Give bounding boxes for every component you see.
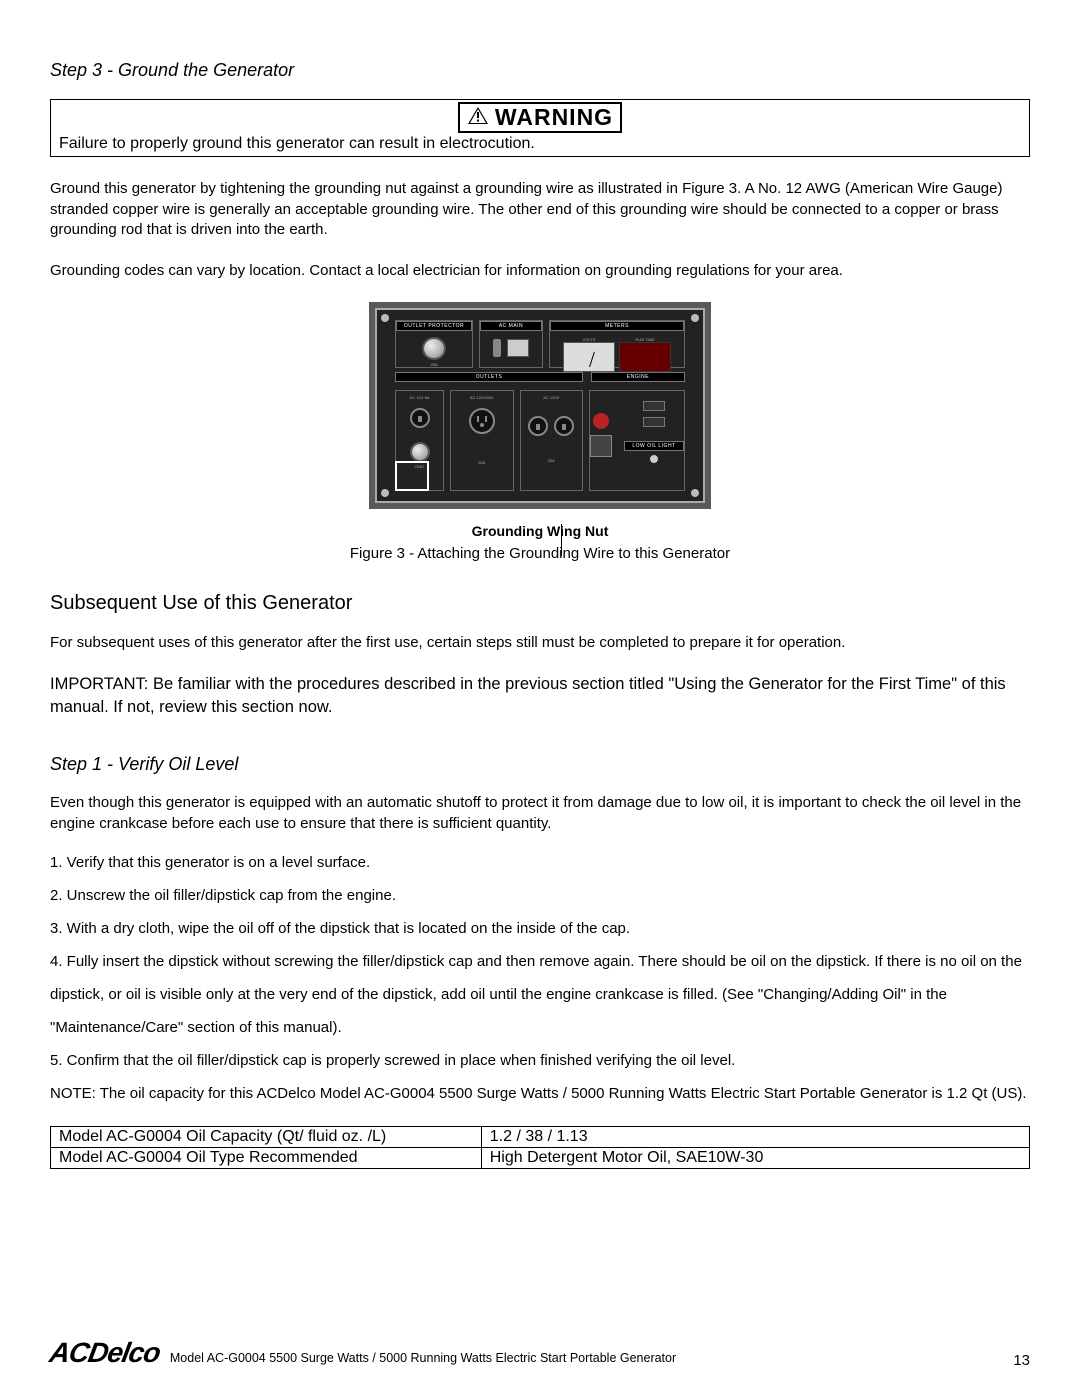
ac-main-breaker: [507, 339, 529, 357]
low-oil-light: [650, 455, 658, 463]
step1-item-3: 3. With a dry cloth, wipe the oil off of…: [50, 920, 1030, 937]
page-number: 13: [1013, 1352, 1030, 1369]
figure-sub-label: Grounding Wing Nut: [50, 523, 1030, 539]
panel-label-amp20b: 20A: [548, 458, 555, 463]
panel-label-outlets: OUTLETS: [395, 372, 583, 382]
step1-item-2: 2. Unscrew the oil filler/dipstick cap f…: [50, 887, 1030, 904]
spec-value: 1.2 / 38 / 1.13: [481, 1127, 1029, 1148]
panel-label-meters: METERS: [550, 321, 684, 331]
step1-note: NOTE: The oil capacity for this ACDelco …: [50, 1085, 1030, 1102]
oil-spec-table: Model AC-G0004 Oil Capacity (Qt/ fluid o…: [50, 1126, 1030, 1169]
fuel-switch: [643, 417, 665, 427]
engine-start-button: [593, 413, 609, 429]
spec-label: Model AC-G0004 Oil Type Recommended: [51, 1148, 482, 1169]
step1-item-4: 4. Fully insert the dipstick without scr…: [50, 953, 1030, 970]
engine-key-switch: [590, 435, 612, 457]
panel-label-amp25: 25A: [430, 362, 437, 367]
outlet-protector-knob: [422, 337, 446, 360]
step3-heading: Step 3 - Ground the Generator: [50, 60, 1030, 81]
step1-intro: Even though this generator is equipped w…: [50, 793, 1030, 834]
warning-banner: WARNING: [51, 100, 1029, 134]
step1-item-1: 1. Verify that this generator is on a le…: [50, 854, 1030, 871]
generator-panel-image: OUTLET PROTECTOR 25A AC MAIN METERS V: [369, 302, 711, 509]
panel-label-low-oil: LOW OIL LIGHT: [624, 441, 684, 451]
spec-value: High Detergent Motor Oil, SAE10W-30: [481, 1148, 1029, 1169]
step1-item-4b: dipstick, or oil is visible only at the …: [50, 986, 1030, 1003]
footer-model-text: Model AC-G0004 5500 Surge Watts / 5000 R…: [170, 1351, 676, 1365]
ground-highlight-box: [395, 461, 429, 491]
warning-label: WARNING: [495, 104, 613, 131]
table-row: Model AC-G0004 Oil Capacity (Qt/ fluid o…: [51, 1127, 1030, 1148]
panel-label-amp20a: 20A: [478, 460, 485, 465]
figure-3: OUTLET PROTECTOR 25A AC MAIN METERS V: [50, 302, 1030, 562]
warning-icon: [467, 106, 489, 129]
figure-leader-line: [561, 524, 562, 556]
panel-label-dc12v: DC 12V 8A: [410, 395, 430, 400]
table-row: Model AC-G0004 Oil Type Recommended High…: [51, 1148, 1030, 1169]
ac-120-240-outlet: [469, 408, 495, 434]
step1-heading: Step 1 - Verify Oil Level: [50, 754, 1030, 775]
step1-item-5: 5. Confirm that the oil filler/dipstick …: [50, 1052, 1030, 1069]
ground-wing-nut: [410, 442, 430, 462]
panel-label-outlet-protector: OUTLET PROTECTOR: [396, 321, 472, 331]
volts-gauge: [563, 342, 615, 372]
panel-label-ac120v: AC 120V: [543, 395, 559, 400]
step3-para1: Ground this generator by tightening the …: [50, 179, 1030, 241]
subsequent-para: For subsequent uses of this generator af…: [50, 633, 1030, 654]
panel-label-engine: ENGINE: [591, 372, 685, 382]
figure-caption: Figure 3 - Attaching the Grounding Wire …: [50, 545, 1030, 562]
subsequent-heading: Subsequent Use of this Generator: [50, 592, 1030, 615]
ac-main-switch: [493, 339, 501, 357]
panel-label-ac-main: AC MAIN: [480, 321, 542, 331]
runtime-display: [619, 342, 671, 372]
ac-120v-outlet-2: [554, 416, 574, 436]
step3-para2: Grounding codes can vary by location. Co…: [50, 261, 1030, 282]
spec-label: Model AC-G0004 Oil Capacity (Qt/ fluid o…: [51, 1127, 482, 1148]
page-footer: ACDelco Model AC-G0004 5500 Surge Watts …: [50, 1337, 1030, 1369]
ac-120v-outlet-1: [528, 416, 548, 436]
subsequent-important: IMPORTANT: Be familiar with the procedur…: [50, 673, 1030, 718]
warning-box: WARNING Failure to properly ground this …: [50, 99, 1030, 157]
acdelco-logo: ACDelco: [47, 1337, 162, 1369]
dc-12v-outlet: [410, 408, 430, 428]
choke-lever: [643, 401, 665, 411]
warning-body: Failure to properly ground this generato…: [51, 134, 1029, 156]
panel-label-ac120240: AC 120/240V: [470, 395, 494, 400]
step1-item-4c: "Maintenance/Care" section of this manua…: [50, 1019, 1030, 1036]
